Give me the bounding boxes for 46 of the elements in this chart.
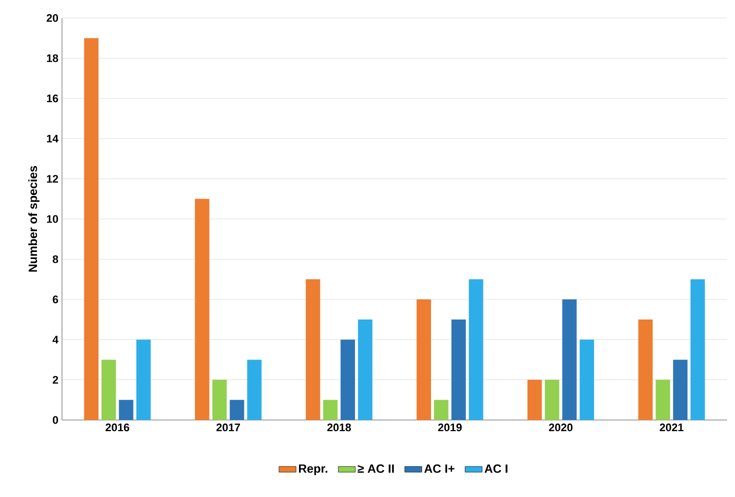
x-tick-label: 2020 [548,424,572,432]
y-tick-label: 0 [52,416,58,424]
bar [638,319,653,420]
y-tick-label: 18 [46,54,58,62]
bar [580,340,594,420]
bar [527,380,542,420]
bar [673,360,688,420]
bar [212,380,227,420]
bar [306,279,320,420]
y-tick-label: 12 [46,174,58,183]
bar [84,38,99,420]
bar [416,299,432,420]
bar [340,340,355,420]
bar [247,360,262,420]
bar [136,340,151,420]
x-tick-label: 2018 [327,424,351,432]
x-tick-label: 2021 [660,424,684,432]
y-tick-label: 4 [52,336,58,344]
bar [194,198,210,420]
bar [544,380,560,420]
legend-label: ≥ AC II [358,464,394,473]
y-tick-label: 6 [52,296,58,304]
bar [451,319,466,420]
bar [434,400,448,420]
legend-label: Repr. [299,464,328,476]
bar [230,400,244,420]
bar [358,319,372,420]
x-tick-label: 2017 [216,424,240,432]
bar [468,279,484,420]
bar [690,279,705,420]
y-tick-label: 10 [46,215,58,223]
x-tick-label: 2019 [438,424,462,432]
y-tick-label: 16 [46,94,58,102]
bar [562,299,577,420]
y-tick-label: 2 [52,376,58,384]
legend-label: AC I+ [424,464,454,473]
y-axis-title: Number of species [28,166,40,272]
y-tick-label: 20 [46,14,58,22]
bar [102,360,116,420]
bar [323,400,338,420]
x-tick-label: 2016 [106,424,130,432]
y-tick-label: 14 [46,134,58,142]
legend-label: AC I [484,464,508,473]
bar [118,400,134,420]
bar [656,380,670,420]
y-tick-label: 8 [52,255,58,264]
